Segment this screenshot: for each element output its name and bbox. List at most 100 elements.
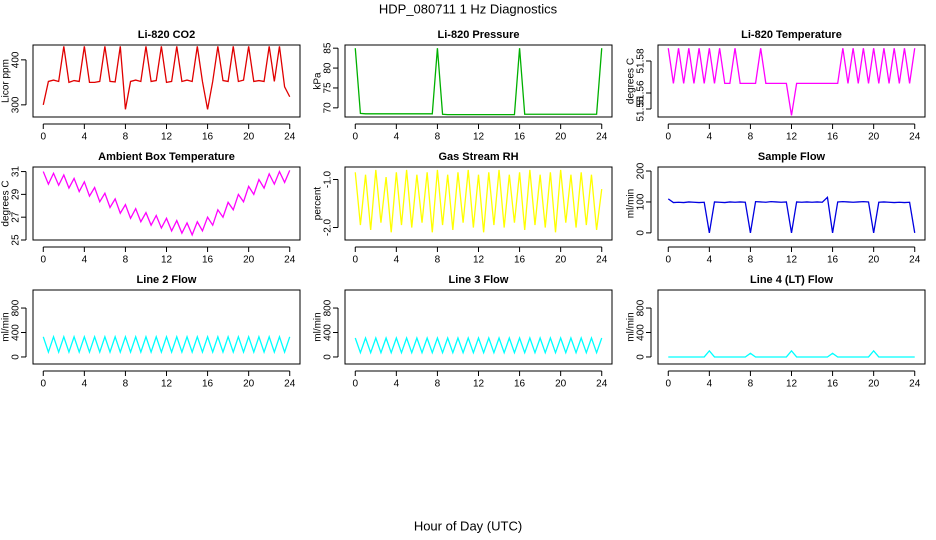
- x-tick-label: 8: [123, 132, 129, 143]
- x-tick-label: 24: [909, 132, 921, 143]
- y-tick-label: 75: [323, 82, 334, 94]
- x-tick-label: 24: [909, 255, 921, 266]
- x-tick-label: 0: [40, 255, 46, 266]
- y-tick-label: -2.0: [323, 218, 334, 236]
- x-tick-label: 16: [827, 132, 839, 143]
- plot-frame: [344, 44, 613, 118]
- x-tick-label: 4: [82, 255, 88, 266]
- panel-title: Li-820 Temperature: [741, 29, 842, 41]
- y-tick-label: 0: [636, 354, 647, 360]
- y-axis-label: ml/min: [1, 312, 12, 341]
- x-tick-label: 16: [514, 132, 526, 143]
- series-line: [42, 334, 291, 355]
- series-line: [42, 169, 291, 237]
- plot-frame: [657, 44, 926, 118]
- x-tick-label: 12: [786, 255, 798, 266]
- plot-frame: [657, 166, 926, 241]
- panel-title: Li-820 CO2: [138, 29, 195, 41]
- y-axis-label: degrees C: [626, 58, 637, 104]
- x-tick-label: 0: [40, 379, 46, 390]
- y-axis-label: ml/min: [313, 312, 324, 341]
- series-line: [354, 336, 603, 355]
- panel-title: Line 4 (LT) Flow: [750, 274, 833, 286]
- series-line: [354, 169, 603, 233]
- x-tick-label: 12: [786, 132, 798, 143]
- x-tick-label: 0: [352, 379, 358, 390]
- x-tick-label: 4: [394, 132, 400, 143]
- y-tick-label: 0: [323, 354, 334, 360]
- x-tick-label: 20: [868, 255, 880, 266]
- plot-frame: [32, 44, 301, 118]
- x-tick-label: 4: [82, 379, 88, 390]
- x-tick-label: 16: [514, 379, 526, 390]
- x-tick-label: 0: [665, 132, 671, 143]
- x-tick-label: 20: [868, 379, 880, 390]
- x-tick-label: 20: [555, 132, 567, 143]
- x-tick-label: 4: [707, 379, 713, 390]
- x-tick-label: 16: [202, 132, 214, 143]
- x-tick-label: 24: [596, 132, 608, 143]
- panel-title: Li-820 Pressure: [438, 29, 520, 41]
- x-tick-label: 16: [827, 379, 839, 390]
- x-tick-label: 4: [707, 255, 713, 266]
- y-tick-label: 27: [11, 211, 22, 223]
- x-tick-label: 8: [435, 379, 441, 390]
- x-tick-label: 20: [555, 379, 567, 390]
- y-tick-label: 51.56: [636, 80, 647, 105]
- y-tick-label: 400: [636, 324, 647, 341]
- y-tick-label: 31: [11, 166, 22, 178]
- y-tick-label: 300: [11, 96, 22, 113]
- plot-frame: [32, 166, 301, 241]
- x-tick-label: 8: [748, 132, 754, 143]
- x-tick-label: 20: [243, 379, 255, 390]
- x-tick-label: 8: [123, 255, 129, 266]
- y-tick-label: 0: [11, 354, 22, 360]
- y-tick-label: 0: [636, 230, 647, 236]
- x-tick-label: 16: [202, 255, 214, 266]
- y-tick-label: 800: [636, 299, 647, 316]
- x-tick-label: 12: [161, 379, 173, 390]
- x-tick-label: 0: [665, 255, 671, 266]
- x-tick-label: 20: [555, 255, 567, 266]
- panel-title: Line 2 Flow: [137, 274, 197, 286]
- x-tick-label: 12: [473, 132, 485, 143]
- x-tick-label: 20: [243, 132, 255, 143]
- series-line: [667, 48, 916, 116]
- x-axis-label: Hour of Day (UTC): [414, 518, 522, 533]
- y-tick-label: 29: [11, 188, 22, 200]
- x-tick-label: 12: [473, 255, 485, 266]
- x-tick-label: 24: [596, 255, 608, 266]
- x-tick-label: 16: [827, 255, 839, 266]
- x-tick-label: 16: [202, 379, 214, 390]
- y-tick-label: 400: [11, 324, 22, 341]
- y-tick-label: 200: [636, 162, 647, 179]
- x-tick-label: 0: [352, 132, 358, 143]
- y-axis-label: Licor ppm: [1, 59, 12, 103]
- x-tick-label: 16: [514, 255, 526, 266]
- x-tick-label: 4: [707, 132, 713, 143]
- x-tick-label: 4: [394, 255, 400, 266]
- y-tick-label: -1.0: [323, 170, 334, 188]
- x-tick-label: 8: [748, 255, 754, 266]
- x-tick-label: 24: [596, 379, 608, 390]
- y-tick-label: 51.55: [636, 96, 647, 121]
- panel-title: Sample Flow: [758, 151, 826, 163]
- panel-title: Line 3 Flow: [449, 274, 509, 286]
- x-tick-label: 8: [435, 255, 441, 266]
- x-tick-label: 8: [435, 132, 441, 143]
- y-tick-label: 100: [636, 193, 647, 210]
- y-tick-label: 51.58: [636, 48, 647, 73]
- x-tick-label: 12: [161, 255, 173, 266]
- plot-frame: [344, 289, 613, 365]
- panel-title: Ambient Box Temperature: [98, 151, 235, 163]
- plot-frame: [32, 289, 301, 365]
- y-tick-label: 400: [323, 324, 334, 341]
- x-tick-label: 12: [161, 132, 173, 143]
- y-axis-label: ml/min: [626, 189, 637, 218]
- panel-title: Gas Stream RH: [438, 151, 518, 163]
- y-tick-label: 80: [323, 62, 334, 74]
- x-tick-label: 24: [284, 132, 296, 143]
- x-tick-label: 8: [123, 379, 129, 390]
- y-axis-label: ml/min: [626, 312, 637, 341]
